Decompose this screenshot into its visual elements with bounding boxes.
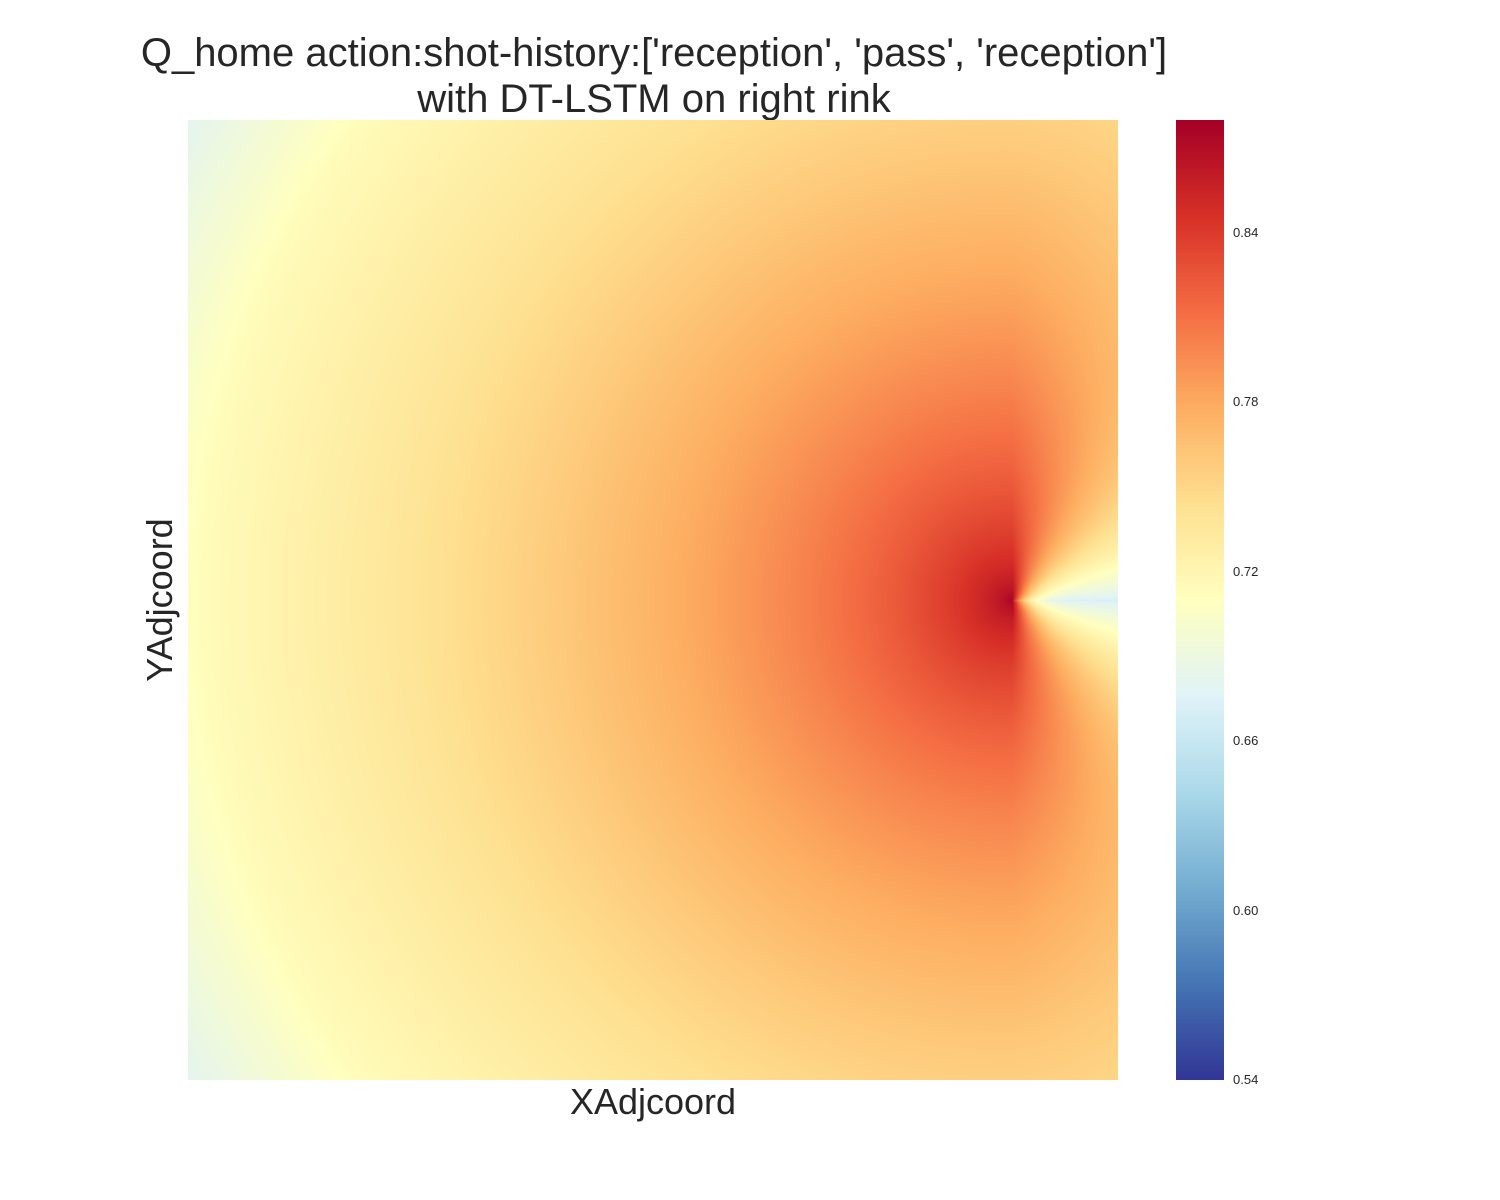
colorbar-tick-label: 0.78 — [1233, 394, 1259, 410]
chart-title-line-1: Q_home action:shot-history:['reception',… — [140, 31, 1168, 75]
y-axis-label: YAdjcoord — [139, 518, 180, 682]
colorbar-tick-label: 0.72 — [1233, 563, 1259, 579]
chart-title-line-2: with DT-LSTM on right rink — [417, 77, 891, 121]
colorbar-tick-label: 0.54 — [1233, 1072, 1259, 1087]
colorbar-tick-label: 0.60 — [1233, 902, 1259, 918]
colorbar — [1176, 120, 1224, 1080]
colorbar-tick-label: 0.66 — [1233, 733, 1259, 749]
x-axis-label: XAdjcoord — [569, 1081, 737, 1122]
heatmap-canvas — [188, 120, 1118, 1080]
colorbar-tick-label: 0.84 — [1233, 224, 1259, 240]
